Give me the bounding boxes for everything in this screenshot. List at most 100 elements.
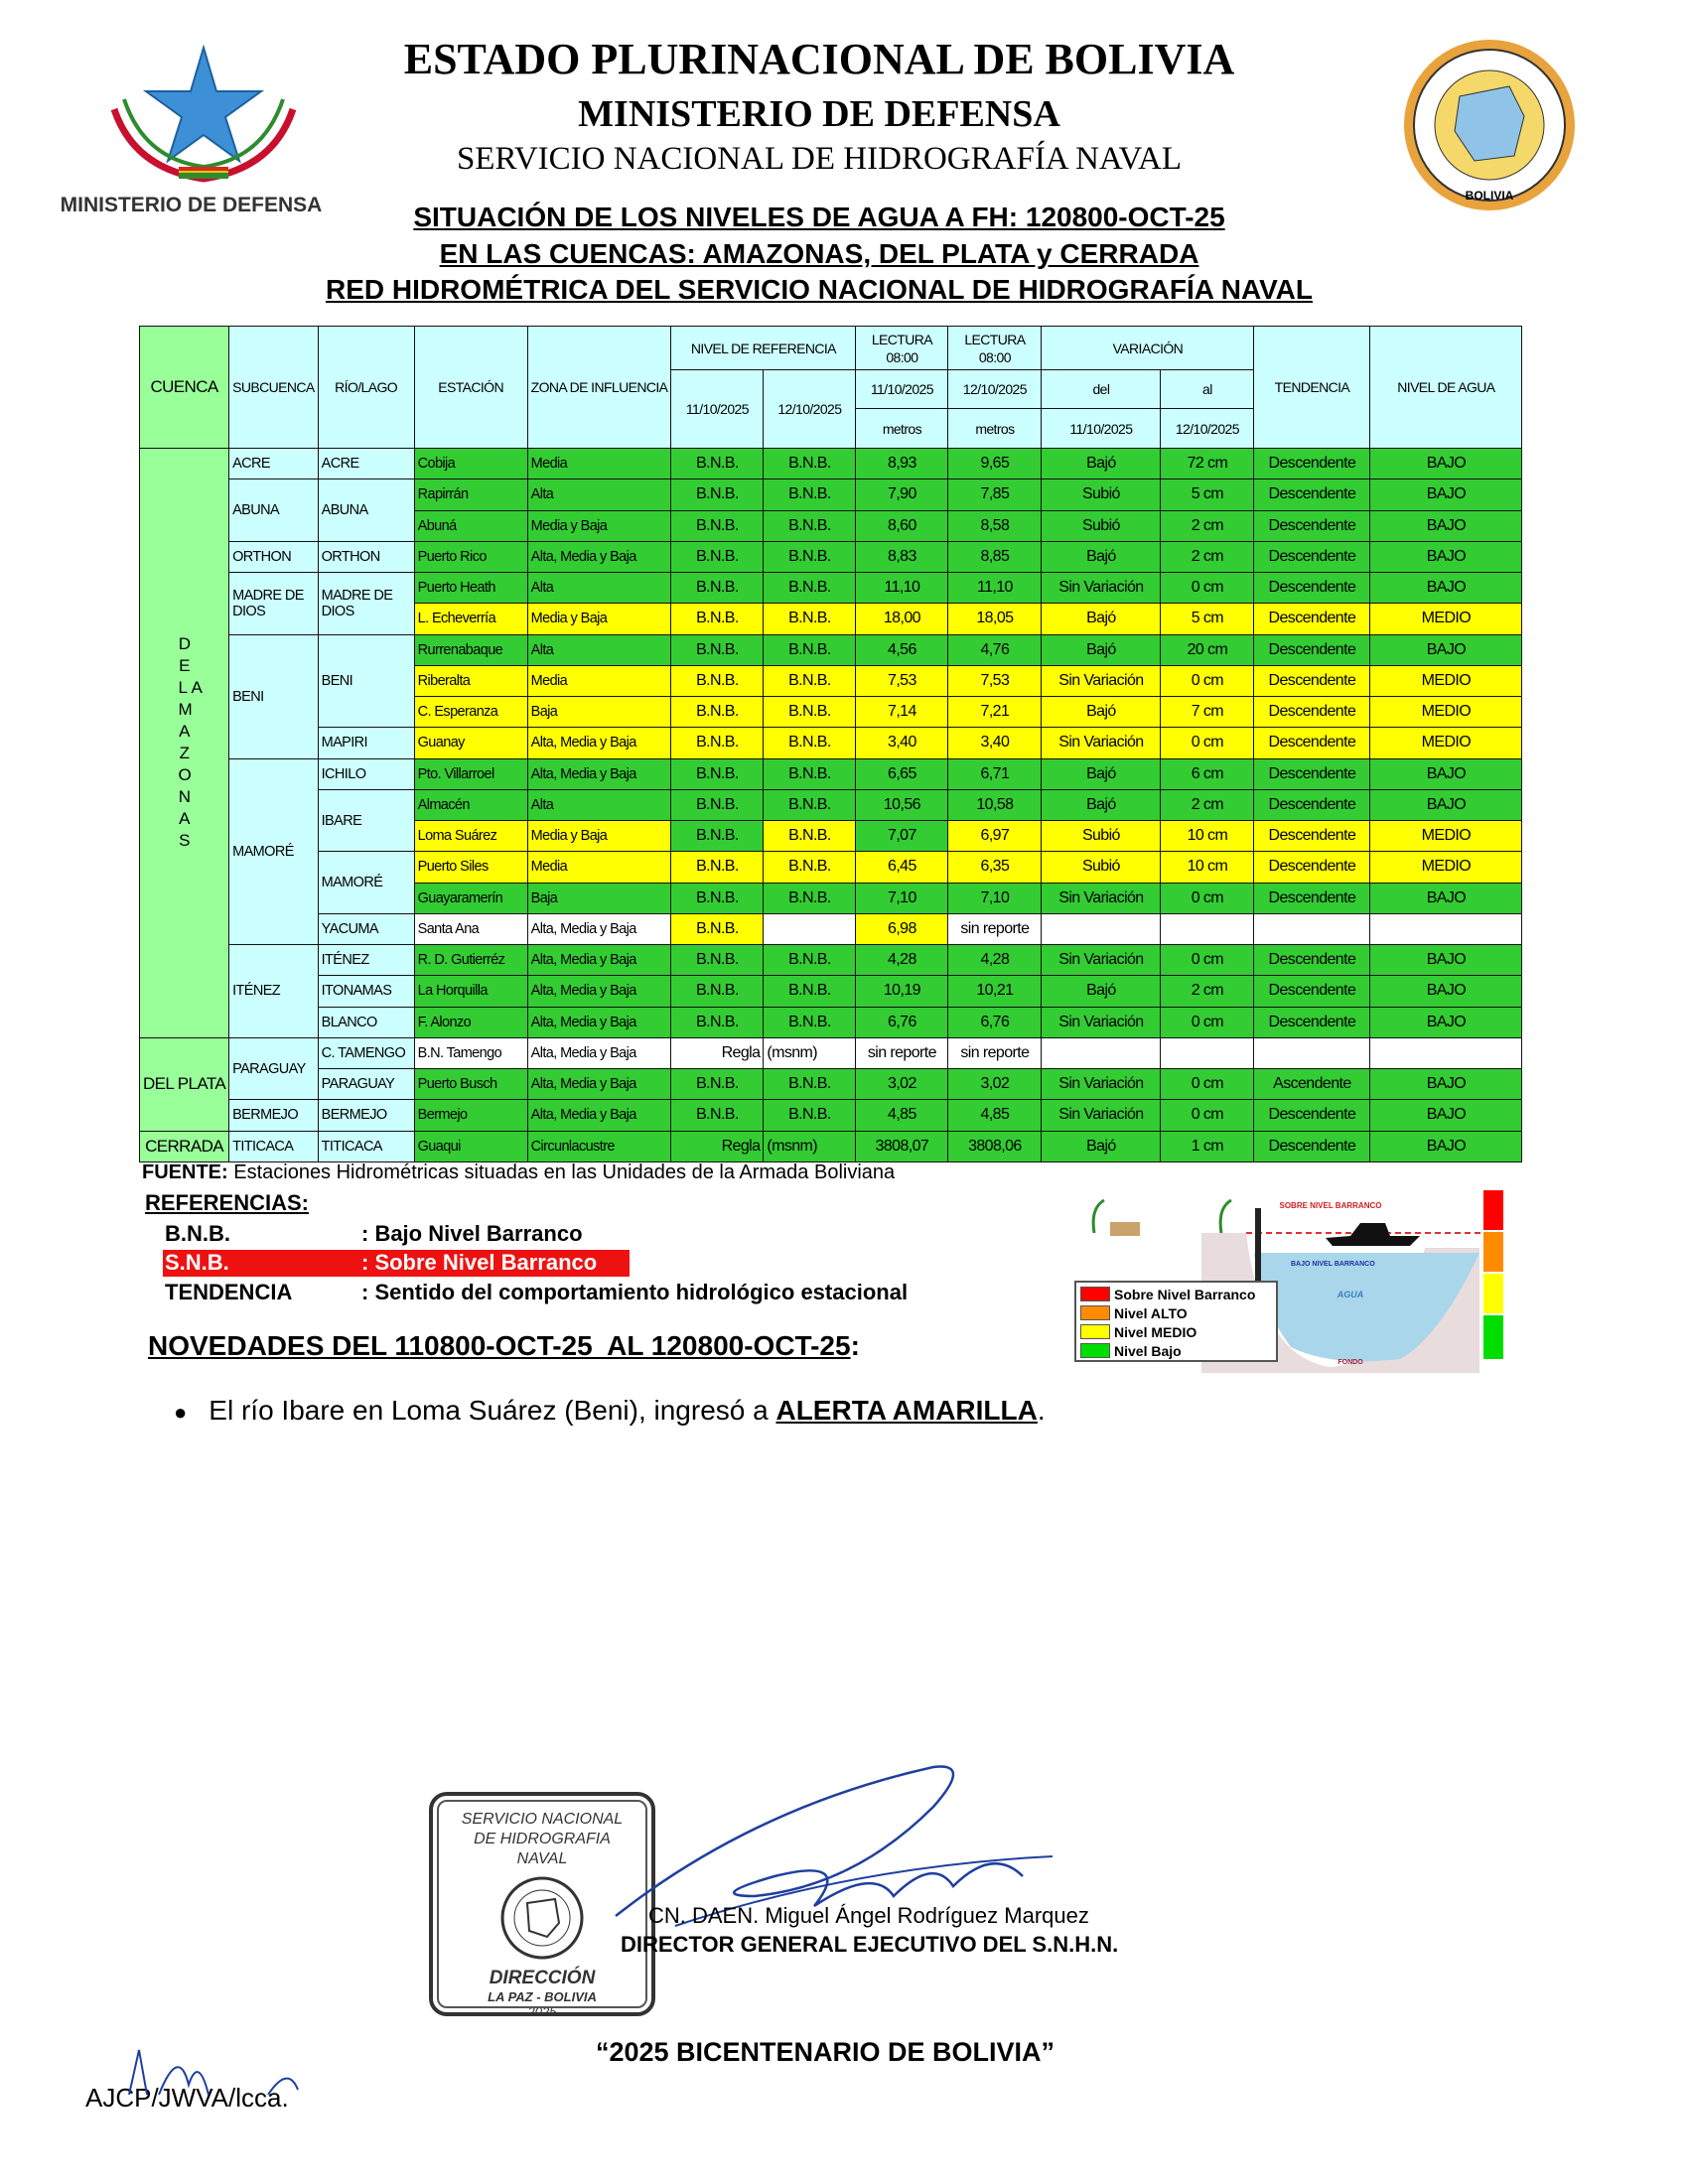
cell-zona: Alta, Media y Baja: [526, 757, 672, 790]
header-cuenca: CUENCA: [138, 326, 230, 449]
novedades-title-text: NOVEDADES DEL 110800-OCT-25 AL 120800-OC…: [148, 1330, 851, 1361]
cell-lectura-1: 6,45: [855, 851, 949, 884]
cell-estacion: Puerto Busch: [413, 1067, 528, 1101]
cell-lectura-2: 7,10: [947, 882, 1043, 914]
header-tendencia: TENDENCIA: [1253, 326, 1371, 449]
cell-ref-1: B.N.B.: [670, 478, 765, 511]
cell-lectura-2: 4,76: [947, 633, 1043, 666]
cell-estacion: F. Alonzo: [413, 1006, 528, 1038]
cell-subcuenca: MADRE DE DIOS: [228, 572, 319, 635]
cell-estacion: Puerto Rico: [413, 540, 528, 574]
cell-nivel-agua: BAJO: [1369, 633, 1523, 666]
header-var-date-2: 12/10/2025: [1160, 408, 1255, 449]
ref-snb-highlight: [163, 1250, 630, 1277]
table-row: MAMORÉ Puerto Siles Media B.N.B. B.N.B. 6,45 6…: [140, 851, 1523, 914]
cell-zona: Media: [526, 664, 672, 698]
cell-estacion: Pto. Villarroel: [413, 757, 528, 790]
table-row: BLANCO F. Alonzo Alta, Media y Baja B.N.B. B…: [140, 1006, 1523, 1038]
cell-nivel-agua: MEDIO: [1369, 727, 1523, 759]
cell-ref-2: B.N.B.: [763, 943, 857, 977]
cell-estacion: Guayaramerín: [413, 882, 528, 914]
cell-variacion-del: Bajó: [1041, 695, 1162, 729]
cell-zona: Baja: [526, 695, 672, 729]
cell-lectura-2: 10,58: [947, 788, 1043, 822]
cell-estacion: R. D. Gutierréz: [413, 943, 528, 977]
cell-lectura-1: sin reporte: [855, 1036, 949, 1070]
cell-variacion-al: 0 cm: [1160, 1006, 1255, 1038]
cell-lectura-2: 4,85: [947, 1099, 1043, 1132]
cell-zona: Alta, Media y Baja: [526, 1006, 672, 1038]
header-rio: RÍO/LAGO: [317, 326, 415, 449]
cell-nivel-agua: BAJO: [1369, 571, 1523, 605]
cell-rio: PARAGUAY: [317, 1067, 415, 1101]
referencias-title: REFERENCIAS:: [145, 1190, 310, 1215]
cell-variacion-al: 0 cm: [1160, 943, 1255, 977]
cell-ref-2: B.N.B.: [763, 1067, 857, 1101]
title-estado: ESTADO PLURINACIONAL DE BOLIVIA: [403, 35, 1235, 83]
title-servicio: SERVICIO NACIONAL DE HIDROGRAFÍA NAVAL: [456, 141, 1183, 177]
cell-nivel-agua: MEDIO: [1369, 695, 1523, 729]
level-bar-1: [1483, 1232, 1503, 1272]
cell-variacion-del: Bajó: [1041, 447, 1162, 480]
subtitle-cuencas: EN LAS CUENCAS: AMAZONAS, DEL PLATA y CE…: [439, 238, 1199, 269]
header-variacion: VARIACIÓN: [1041, 326, 1255, 370]
cell-tendencia: Descendente: [1253, 851, 1371, 884]
cell-ref-2: B.N.B.: [763, 727, 857, 759]
cell-subcuenca: MAMORÉ: [228, 757, 319, 945]
cell-ref-2: B.N.B.: [763, 509, 857, 542]
diagram-sobre: SOBRE NIVEL BARRANCO: [1280, 1201, 1382, 1210]
cell-variacion-del: Subió: [1041, 851, 1162, 884]
cell-tendencia: Descendente: [1253, 1130, 1371, 1162]
cell-ref-2: [763, 912, 857, 946]
legend-label: Sobre Nivel Barranco: [1114, 1286, 1256, 1302]
cell-ref-2: (msnm): [763, 1036, 857, 1070]
naval-seal: BOLIVIA: [1400, 37, 1579, 213]
level-bar-2: [1483, 1274, 1503, 1313]
cell-rio: ITONAMAS: [317, 975, 415, 1008]
cell-ref-1: B.N.B.: [670, 571, 765, 605]
cell-zona: Alta: [526, 633, 672, 666]
cell-lectura-2: 8,85: [947, 540, 1043, 574]
cell-variacion-al: 10 cm: [1160, 819, 1255, 853]
cell-rio: BENI: [317, 633, 415, 729]
header-subcuenca: SUBCUENCA: [228, 326, 319, 449]
novedad-alerta: ALERTA AMARILLA: [775, 1395, 1038, 1426]
cell-tendencia: Descendente: [1253, 447, 1371, 480]
level-bar-0: [1483, 1190, 1503, 1230]
cell-variacion-del: Sin Variación: [1041, 1006, 1162, 1038]
cell-cuenca: DEL AMAZONAS: [138, 448, 230, 1038]
cell-ref-2: B.N.B.: [763, 695, 857, 729]
cell-tendencia: Descendente: [1253, 478, 1371, 511]
cell-ref-2: (msnm): [763, 1130, 857, 1162]
cell-variacion-al: 7 cm: [1160, 695, 1255, 729]
cell-variacion-al: 10 cm: [1160, 851, 1255, 884]
table-row: BERMEJO BERMEJO Bermejo Alta, Media y Baja B…: [140, 1099, 1523, 1132]
cell-nivel-agua: BAJO: [1369, 447, 1523, 480]
cell-variacion-del: Sin Variación: [1041, 943, 1162, 977]
header-lectura-2: LECTURA 08:00: [947, 326, 1043, 370]
stamp-direccion: DIRECCIÓN: [489, 1968, 596, 1988]
cell-ref-1: B.N.B.: [670, 1067, 765, 1101]
cell-zona: Alta, Media y Baja: [526, 943, 672, 977]
cell-zona: Alta, Media y Baja: [526, 727, 672, 759]
novedad-item: ● El río Ibare en Loma Suárez (Beni), ing…: [174, 1395, 1046, 1427]
signer-name: CN. DAEN. Miguel Ángel Rodríguez Marquez: [648, 1903, 1089, 1928]
cell-zona: Alta, Media y Baja: [526, 1067, 672, 1101]
cell-lectura-2: 6,76: [947, 1006, 1043, 1038]
cell-rio: ITÉNEZ: [317, 943, 415, 977]
cell-subcuenca: ITÉNEZ: [228, 944, 319, 1038]
cell-lectura-2: sin reporte: [947, 912, 1043, 946]
bullet-icon: ●: [174, 1400, 188, 1425]
cell-zona: Alta: [526, 788, 672, 822]
cell-ref-2: B.N.B.: [763, 788, 857, 822]
cell-variacion-del: Bajó: [1041, 603, 1162, 635]
table-row: Guayaramerín Baja B.N.B. B.N.B. 7,10 7,10 Sin …: [140, 882, 1523, 914]
cell-lectura-1: 7,14: [855, 695, 949, 729]
cell-lectura-1: 4,28: [855, 943, 949, 977]
cell-nivel-agua: BAJO: [1369, 757, 1523, 790]
cell-nivel-agua: BAJO: [1369, 1099, 1523, 1132]
cell-tendencia: Descendente: [1253, 603, 1371, 635]
cell-variacion-al: 0 cm: [1160, 727, 1255, 759]
header-zona: ZONA DE INFLUENCIA: [526, 326, 672, 449]
cell-nivel-agua: BAJO: [1369, 882, 1523, 914]
